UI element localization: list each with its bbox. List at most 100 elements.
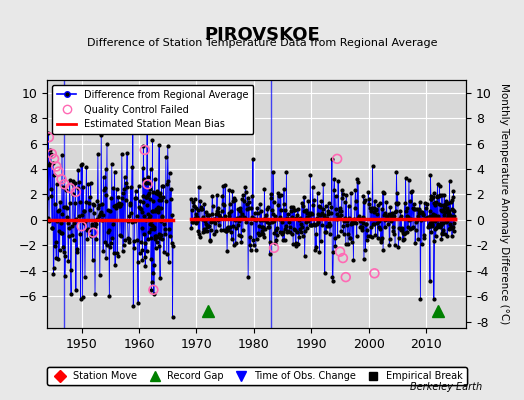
Point [97,132,105,138]
Point [191,215,199,222]
Point [230,195,238,201]
Point [121,236,129,243]
Point [116,232,124,238]
Point [235,214,244,220]
Point [166,170,174,176]
Point [359,192,368,199]
Point [217,227,225,234]
Point [442,198,451,204]
Point [60,249,68,256]
Point [443,214,452,220]
Point [278,218,286,225]
Point [385,211,393,217]
Point [244,194,252,201]
Point [344,241,352,247]
Point [187,196,195,202]
Point [359,219,367,226]
Point [294,206,302,212]
Point [323,223,331,229]
Point [82,163,91,170]
Point [125,213,134,219]
Point [72,216,81,223]
Point [252,247,260,253]
Point [123,218,132,224]
Point [120,185,128,192]
Point [134,299,143,306]
Point [99,248,107,254]
Point [421,199,429,206]
Point [399,236,408,242]
Point [389,212,398,219]
Point [64,233,73,240]
Point [231,217,239,224]
Point [347,219,356,226]
Point [160,221,169,227]
Point [440,192,449,198]
Point [57,230,66,236]
Point [166,233,174,239]
Point [398,225,407,231]
Point [155,142,163,148]
Point [54,228,63,234]
Point [135,250,144,256]
Point [434,222,443,229]
Point [234,206,242,212]
Point [62,187,71,193]
Point [69,181,78,187]
Point [106,208,114,214]
Point [342,241,350,248]
Point [439,227,447,234]
Point [101,239,110,246]
Point [119,190,127,196]
Point [68,191,77,197]
Point [99,212,107,218]
Point [298,224,307,231]
Point [383,214,391,220]
Point [188,207,196,214]
Point [136,198,145,204]
Point [275,193,283,199]
Point [149,188,158,195]
Point [370,270,379,276]
Point [92,221,100,228]
Point [358,214,367,220]
Point [362,221,370,227]
Point [65,225,73,231]
Point [439,216,447,222]
Point [446,199,455,206]
Point [325,223,333,230]
Point [151,190,160,196]
Point [227,229,235,236]
Point [265,220,274,226]
Point [311,246,319,253]
Point [305,210,313,217]
Point [143,248,151,254]
Point [201,220,210,227]
Point [150,290,158,297]
Point [414,210,423,216]
Point [308,211,316,218]
Point [168,313,177,320]
Point [147,218,155,224]
Point [144,174,152,181]
Legend: Station Move, Record Gap, Time of Obs. Change, Empirical Break: Station Move, Record Gap, Time of Obs. C… [47,367,467,385]
Point [84,226,92,233]
Point [301,228,309,234]
Point [80,220,88,226]
Point [304,218,312,224]
Point [343,222,352,228]
Point [446,225,454,232]
Point [98,201,106,207]
Point [88,223,96,229]
Point [82,199,90,205]
Point [192,210,201,217]
Point [50,156,58,162]
Point [222,228,230,234]
Point [43,194,51,201]
Point [335,214,343,220]
Point [118,195,126,202]
Point [110,203,118,210]
Point [441,202,450,208]
Point [43,215,52,221]
Point [427,172,435,178]
